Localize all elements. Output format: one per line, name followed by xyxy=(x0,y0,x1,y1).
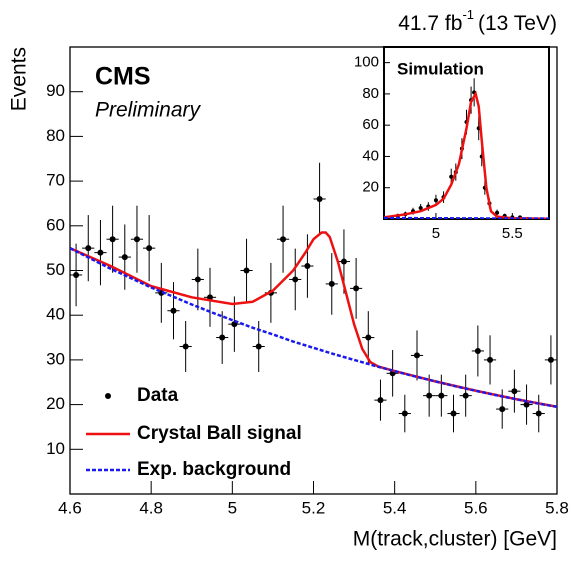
y-tick-label: 40 xyxy=(362,147,379,164)
data-point xyxy=(146,245,153,252)
data-point xyxy=(255,343,262,350)
signal-curve xyxy=(384,90,549,219)
data-point xyxy=(219,334,226,341)
y-tick-label: 10 xyxy=(46,439,65,458)
x-tick-label: 5.5 xyxy=(502,225,523,242)
data-point xyxy=(418,206,423,211)
experiment-label: CMS xyxy=(95,63,151,91)
background-curve xyxy=(70,247,557,409)
y-tick-label: 30 xyxy=(46,349,65,368)
y-tick-label: 70 xyxy=(46,171,65,190)
data-point xyxy=(365,334,372,341)
data-point xyxy=(170,307,177,314)
legend-label: Crystal Ball signal xyxy=(137,423,302,444)
data-point xyxy=(194,276,201,283)
luminosity-label: 41.7 fb-1 (13 TeV) xyxy=(398,7,557,34)
y-tick-label: 100 xyxy=(354,54,379,71)
legend-marker xyxy=(105,393,111,399)
status-label: Preliminary xyxy=(95,99,202,122)
y-tick-label: 20 xyxy=(362,179,379,196)
data-point xyxy=(523,401,530,408)
y-tick-label: 60 xyxy=(362,116,379,133)
data-point xyxy=(207,294,214,301)
data-point xyxy=(413,352,420,359)
luminosity-value: 41.7 fb xyxy=(398,12,462,35)
data-point xyxy=(73,271,80,278)
data-point xyxy=(438,392,445,399)
data-point xyxy=(547,356,554,363)
data-point xyxy=(401,410,408,417)
y-tick-label: 50 xyxy=(46,260,65,279)
data-point xyxy=(85,245,92,252)
data-point xyxy=(304,263,311,270)
legend-label: Data xyxy=(137,385,179,406)
x-axis-label: M(track,cluster) [GeV] xyxy=(353,528,557,551)
data-point xyxy=(340,258,347,265)
luminosity-exponent: -1 xyxy=(462,7,474,22)
data-point xyxy=(328,280,335,287)
data-point xyxy=(462,392,469,399)
background-curve xyxy=(384,216,549,219)
data-point xyxy=(433,198,438,203)
data-point xyxy=(487,356,494,363)
signal-curve xyxy=(70,231,557,409)
data-point xyxy=(377,397,384,404)
inset-label: Simulation xyxy=(397,59,484,78)
data-point xyxy=(182,343,189,350)
data-point xyxy=(292,276,299,283)
y-tick-label: 80 xyxy=(46,126,65,145)
y-tick-label: 80 xyxy=(362,85,379,102)
plot-area xyxy=(384,78,549,219)
x-tick-label: 4.8 xyxy=(139,498,163,517)
data-point xyxy=(243,267,250,274)
data-point xyxy=(535,410,542,417)
data-point xyxy=(280,236,287,243)
data-point xyxy=(109,236,116,243)
y-tick-label: 90 xyxy=(46,81,65,100)
data-point xyxy=(450,410,457,417)
y-tick-label: 40 xyxy=(46,305,65,324)
data-point xyxy=(511,388,518,395)
data-point xyxy=(97,249,104,256)
x-tick-label: 4.6 xyxy=(58,498,82,517)
x-tick-label: 5.2 xyxy=(302,498,326,517)
data-point xyxy=(449,174,454,179)
y-axis-label: Events xyxy=(8,47,31,111)
data-point xyxy=(426,392,433,399)
data-point xyxy=(133,236,140,243)
data-point xyxy=(474,347,481,354)
data-point xyxy=(316,195,323,202)
x-tick-label: 5 xyxy=(228,498,237,517)
x-tick-label: 5 xyxy=(432,225,440,242)
x-tick-label: 5.8 xyxy=(545,498,569,517)
x-tick-label: 5.4 xyxy=(383,498,407,517)
plot-area xyxy=(70,162,557,433)
data-point xyxy=(353,285,360,292)
legend-label: Exp. background xyxy=(137,459,291,480)
data-point xyxy=(121,254,128,261)
data-point xyxy=(495,210,500,215)
y-tick-label: 20 xyxy=(46,394,65,413)
x-tick-label: 5.6 xyxy=(464,498,488,517)
energy-label: (13 TeV) xyxy=(478,12,557,35)
data-point xyxy=(499,406,506,413)
y-tick-label: 60 xyxy=(46,215,65,234)
